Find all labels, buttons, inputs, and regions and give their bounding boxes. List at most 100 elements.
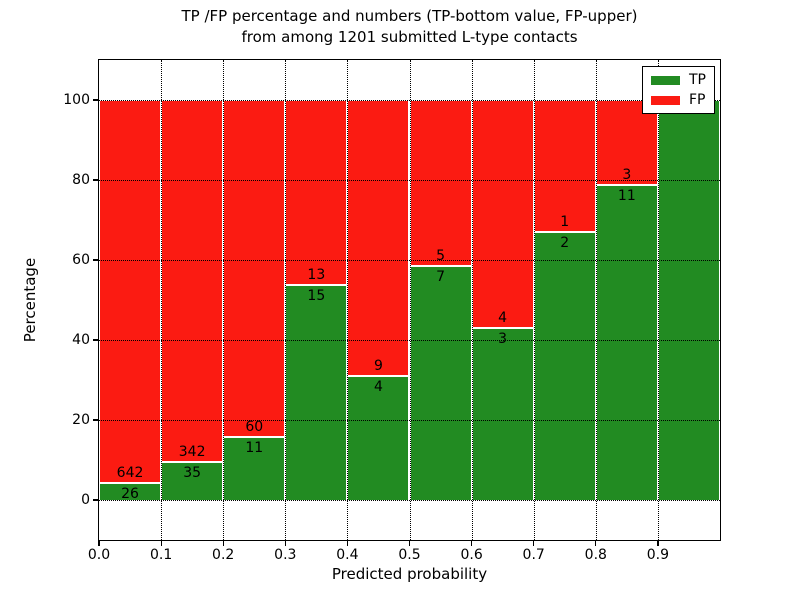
y-tick-label: 80 bbox=[72, 172, 90, 188]
tp-count-label: 7 bbox=[436, 268, 446, 285]
tp-count-label: 3 bbox=[498, 330, 508, 347]
y-axis-label: Percentage bbox=[21, 257, 39, 343]
x-tick-label: 0.3 bbox=[274, 547, 297, 563]
gridline-vertical bbox=[223, 60, 225, 540]
bar-segment-tp bbox=[99, 484, 162, 500]
y-tick-mark bbox=[93, 339, 98, 341]
gridline-vertical bbox=[161, 60, 163, 540]
y-tick-label: 100 bbox=[63, 92, 90, 108]
bar-segment-tp bbox=[285, 285, 348, 500]
legend: TP FP bbox=[642, 66, 715, 114]
bar-segment-tp bbox=[161, 462, 224, 500]
tp-count-label: 2 bbox=[560, 235, 570, 252]
y-tick-label: 20 bbox=[72, 412, 90, 428]
bar-segment-fp bbox=[409, 100, 472, 267]
gridline-vertical bbox=[347, 60, 349, 540]
bar-segment-fp bbox=[471, 100, 534, 329]
x-tick-mark bbox=[98, 541, 100, 546]
bar-group bbox=[657, 100, 720, 500]
legend-swatch-tp bbox=[651, 75, 680, 85]
bar-segment-fp bbox=[347, 100, 410, 377]
fp-count-label: 5 bbox=[436, 247, 446, 264]
bar-group bbox=[347, 100, 410, 500]
bar-group bbox=[285, 100, 348, 500]
gridline-vertical bbox=[471, 60, 473, 540]
bar-segment-tp bbox=[471, 328, 534, 500]
tp-count-label: 35 bbox=[183, 464, 202, 481]
fp-count-label: 4 bbox=[498, 309, 508, 326]
tp-count-label: 11 bbox=[245, 440, 264, 457]
y-tick-mark bbox=[93, 99, 98, 101]
y-tick-mark bbox=[93, 499, 98, 501]
bar-group bbox=[533, 100, 596, 500]
bar-segment-fp bbox=[595, 100, 658, 186]
gridline-vertical bbox=[285, 60, 287, 540]
x-tick-label: 0.4 bbox=[336, 547, 359, 563]
x-tick-mark bbox=[657, 541, 659, 546]
gridline-vertical bbox=[595, 60, 597, 540]
gridline-vertical bbox=[409, 60, 411, 540]
x-tick-mark bbox=[408, 541, 411, 546]
bar-segment-tp bbox=[595, 185, 658, 500]
chart-title-line2: from among 1201 submitted L-type contact… bbox=[241, 28, 578, 46]
chart-title-line1: TP /FP percentage and numbers (TP-bottom… bbox=[181, 7, 638, 25]
y-tick-label: 40 bbox=[72, 332, 90, 348]
x-tick-label: 0.7 bbox=[522, 547, 545, 563]
bar-group bbox=[99, 100, 162, 500]
fp-count-label: 3 bbox=[622, 166, 632, 183]
tp-count-label: 11 bbox=[617, 187, 636, 204]
x-tick-label: 0.6 bbox=[460, 547, 483, 563]
legend-item-fp: FP bbox=[651, 93, 706, 107]
y-tick-mark bbox=[93, 179, 98, 181]
legend-item-label: TP bbox=[689, 72, 706, 88]
fp-count-label: 1 bbox=[560, 214, 570, 231]
gridline-vertical bbox=[533, 60, 535, 540]
legend-item-label: FP bbox=[689, 92, 706, 108]
fp-count-label: 13 bbox=[307, 266, 326, 283]
bar-segment-tp bbox=[409, 266, 472, 500]
chart-title: TP /FP percentage and numbers (TP-bottom… bbox=[99, 6, 720, 48]
x-tick-label: 0.5 bbox=[398, 547, 421, 563]
bar-segment-fp bbox=[99, 100, 162, 485]
gridline-vertical bbox=[657, 60, 659, 540]
x-tick-label: 0.0 bbox=[87, 547, 111, 563]
x-tick-mark bbox=[346, 541, 349, 546]
x-tick-label: 0.9 bbox=[646, 547, 670, 563]
bar-group bbox=[409, 100, 472, 500]
x-tick-mark bbox=[471, 541, 473, 546]
x-tick-mark bbox=[284, 541, 286, 546]
tp-count-label: 4 bbox=[373, 378, 383, 395]
bar-group bbox=[471, 100, 534, 500]
bar-segment-tp bbox=[347, 376, 410, 500]
x-axis-label: Predicted probability bbox=[331, 565, 488, 583]
y-tick-mark bbox=[93, 419, 98, 421]
x-tick-label: 0.8 bbox=[584, 547, 607, 563]
bar-segment-fp bbox=[533, 100, 596, 234]
bar-segment-tp bbox=[223, 438, 286, 500]
bar-segment-fp bbox=[161, 100, 224, 463]
x-tick-label: 0.2 bbox=[212, 547, 235, 563]
fp-count-label: 642 bbox=[116, 465, 144, 482]
x-tick-label: 0.1 bbox=[149, 547, 173, 563]
legend-item-tp: TP bbox=[651, 73, 706, 87]
y-tick-label: 60 bbox=[72, 252, 90, 268]
y-tick-mark bbox=[93, 259, 98, 261]
fp-count-label: 60 bbox=[245, 419, 264, 436]
x-tick-mark bbox=[160, 541, 162, 546]
fp-count-label: 342 bbox=[178, 443, 206, 460]
tp-count-label: 26 bbox=[121, 486, 139, 503]
bar-segment-fp bbox=[223, 100, 286, 439]
y-tick-label: 0 bbox=[81, 492, 90, 508]
bar-segment-fp bbox=[285, 100, 348, 286]
x-tick-mark bbox=[595, 541, 597, 546]
fp-count-label: 9 bbox=[373, 357, 383, 374]
bar-group bbox=[595, 100, 658, 500]
x-tick-mark bbox=[533, 541, 535, 546]
bar-segment-tp bbox=[657, 100, 720, 500]
bar-segment-tp bbox=[533, 233, 596, 500]
tp-count-label: 15 bbox=[307, 287, 326, 304]
x-tick-mark bbox=[222, 541, 224, 546]
bar-group bbox=[161, 100, 224, 500]
